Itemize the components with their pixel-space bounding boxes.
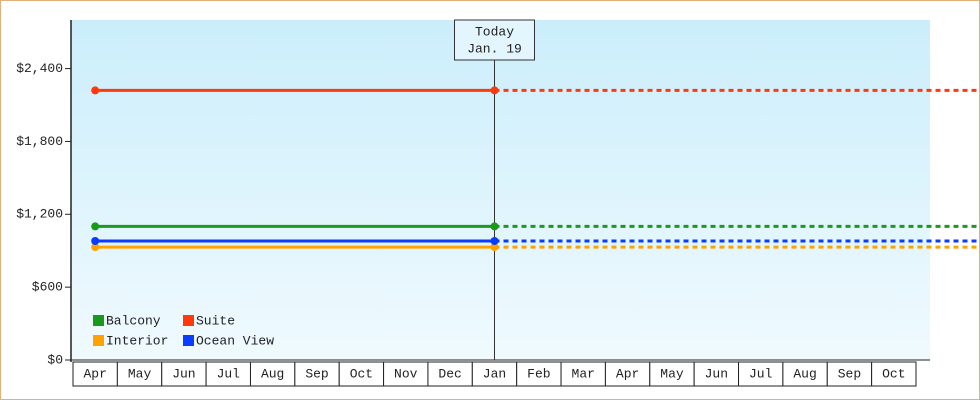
x-tick-label: Jun bbox=[172, 366, 195, 381]
y-tick-label: $2,400 bbox=[16, 61, 63, 76]
x-tick-box bbox=[205, 361, 251, 387]
legend-swatch bbox=[93, 315, 104, 326]
series-point bbox=[490, 222, 499, 231]
plot-area bbox=[71, 20, 930, 360]
y-tick-label: $600 bbox=[32, 280, 63, 295]
series-point bbox=[91, 86, 100, 95]
y-tick-label: $0 bbox=[47, 352, 63, 367]
series-point bbox=[490, 243, 499, 252]
y-tick-label: $1,800 bbox=[16, 134, 63, 149]
x-tick-label: Sep bbox=[305, 366, 328, 381]
today-title: Today bbox=[475, 24, 514, 39]
x-tick-label: Apr bbox=[83, 366, 106, 381]
legend-label: Balcony bbox=[106, 313, 161, 328]
x-tick-label: Jun bbox=[705, 366, 728, 381]
today-date: Jan. 19 bbox=[467, 41, 522, 56]
x-tick-label: Jan bbox=[483, 366, 506, 381]
legend-label: Suite bbox=[196, 313, 235, 328]
x-tick-label: Sep bbox=[838, 366, 861, 381]
x-tick-box bbox=[826, 361, 873, 387]
legend-label: Interior bbox=[106, 333, 168, 348]
legend-swatch bbox=[183, 335, 194, 346]
y-tick-label: $1,200 bbox=[16, 207, 63, 222]
x-tick-label: Apr bbox=[616, 366, 639, 381]
series-point bbox=[91, 222, 100, 231]
series-point bbox=[91, 237, 100, 245]
legend-swatch bbox=[183, 315, 194, 326]
x-tick-box bbox=[738, 361, 784, 387]
x-tick-label: Jul bbox=[217, 366, 241, 381]
x-tick-label: Mar bbox=[572, 366, 595, 381]
x-tick-box bbox=[560, 361, 606, 387]
x-tick-box bbox=[604, 361, 651, 387]
x-tick-label: Aug bbox=[261, 366, 284, 381]
x-tick-box bbox=[249, 361, 296, 387]
x-tick-label: Aug bbox=[793, 366, 816, 381]
x-tick-box bbox=[383, 361, 429, 387]
x-tick-label: Feb bbox=[527, 366, 550, 381]
x-tick-label: Oct bbox=[882, 366, 905, 381]
today-box bbox=[454, 19, 535, 61]
series-point bbox=[91, 243, 100, 252]
x-tick-label: Oct bbox=[350, 366, 373, 381]
x-tick-label: Nov bbox=[394, 366, 418, 381]
x-tick-label: May bbox=[660, 366, 684, 381]
x-tick-label: Jul bbox=[749, 366, 773, 381]
series-point bbox=[490, 237, 499, 245]
x-tick-label: Dec bbox=[438, 366, 461, 381]
x-tick-box bbox=[693, 361, 740, 387]
legend-label: Ocean View bbox=[196, 333, 274, 348]
x-tick-box bbox=[116, 361, 163, 387]
x-tick-box bbox=[161, 361, 207, 387]
x-tick-box bbox=[871, 361, 917, 387]
x-tick-label: May bbox=[128, 366, 152, 381]
series-point bbox=[490, 86, 499, 95]
x-tick-box bbox=[72, 361, 118, 387]
x-tick-box bbox=[471, 361, 518, 387]
legend-swatch bbox=[93, 335, 104, 346]
